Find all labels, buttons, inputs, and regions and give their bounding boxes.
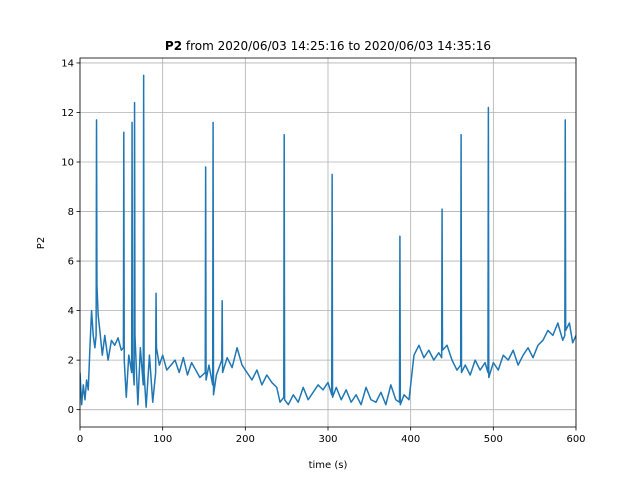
y-tick-label: 4	[68, 306, 74, 317]
y-tick-label: 0	[68, 405, 74, 416]
x-tick-label: 500	[484, 434, 503, 445]
y-tick-label: 6	[68, 257, 74, 268]
x-tick-label: 200	[236, 434, 255, 445]
x-tick-label: 400	[401, 434, 420, 445]
y-axis-label: P2	[36, 237, 47, 249]
plot-frame	[79, 57, 577, 428]
data-line	[80, 74, 576, 408]
y-tick-label: 2	[68, 356, 74, 367]
y-tick-label: 12	[61, 108, 74, 119]
chart-title: P2 from 2020/06/03 14:25:16 to 2020/06/0…	[165, 39, 491, 53]
x-tick-label: 300	[318, 434, 337, 445]
y-tick-label: 8	[68, 207, 74, 218]
x-axis-label: time (s)	[309, 460, 348, 471]
x-tick-label: 100	[153, 434, 172, 445]
title-rest: from 2020/06/03 14:25:16 to 2020/06/03 1…	[186, 39, 491, 53]
y-tick-label: 14	[61, 58, 74, 69]
x-tick-label: 0	[77, 434, 83, 445]
y-tick-label: 10	[61, 158, 74, 169]
title-bold: P2	[165, 39, 182, 53]
x-tick-label: 600	[566, 434, 585, 445]
